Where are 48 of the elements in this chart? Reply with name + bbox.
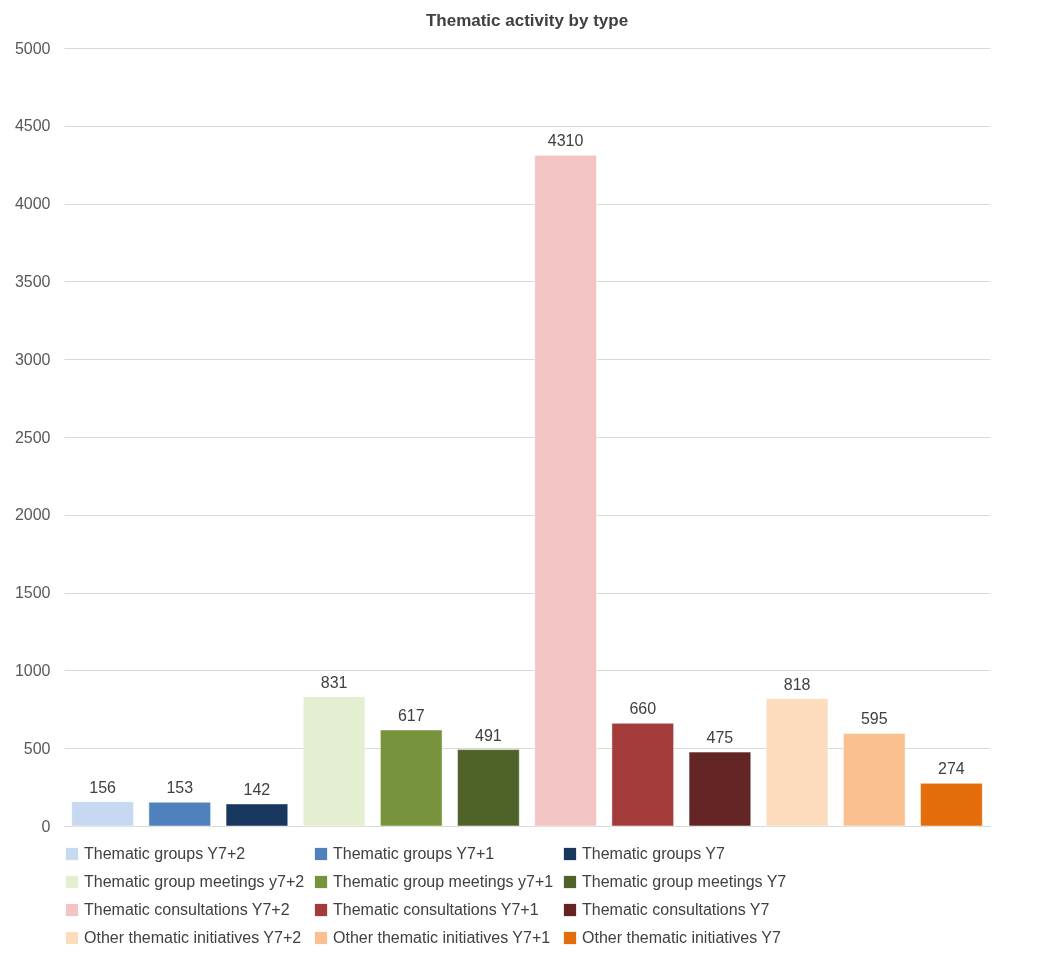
bar <box>688 751 752 827</box>
data-label: 475 <box>706 729 734 747</box>
y-tick-label: 3000 <box>14 350 51 368</box>
data-label: 660 <box>629 700 657 718</box>
data-label: 274 <box>938 760 965 778</box>
bar <box>302 696 366 827</box>
legend-label: Thematic groups Y7+1 <box>333 845 495 862</box>
data-label: 142 <box>243 780 271 798</box>
bar <box>765 698 829 827</box>
y-tick-label: 1500 <box>14 584 51 602</box>
y-tick-label: 2000 <box>14 506 51 524</box>
legend-label: Thematic consultations Y7 <box>582 901 770 918</box>
data-label: 156 <box>89 778 117 796</box>
data-label: 818 <box>783 675 811 693</box>
y-tick-label: 4500 <box>14 117 51 135</box>
bar <box>920 782 983 827</box>
legend-label: Other thematic initiatives Y7+2 <box>84 929 302 946</box>
y-tick-label: 2500 <box>14 428 51 446</box>
legend-label: Other thematic initiatives Y7+1 <box>333 929 551 946</box>
legend-label: Thematic groups Y7 <box>582 845 725 862</box>
data-label: 595 <box>860 710 888 728</box>
bar <box>842 732 906 827</box>
bar <box>148 801 212 827</box>
legend-label: Other thematic initiatives Y7 <box>582 929 782 946</box>
legend-label: Thematic consultations Y7+2 <box>84 901 290 918</box>
legend-label: Thematic group meetings y7+2 <box>84 873 305 890</box>
y-tick-label: 3500 <box>14 272 51 290</box>
bar <box>611 722 675 827</box>
y-tick-label: 1000 <box>14 661 51 679</box>
bar <box>225 803 289 827</box>
legend-label: Thematic group meetings Y7 <box>582 873 787 890</box>
y-tick-label: 4000 <box>14 195 51 213</box>
y-tick-label: 0 <box>41 817 51 835</box>
legend-label: Thematic group meetings y7+1 <box>333 873 554 890</box>
chart-title: Thematic activity by type <box>425 11 629 30</box>
y-tick-label: 500 <box>23 739 51 757</box>
y-tick-label: 5000 <box>14 39 51 57</box>
data-label: 617 <box>397 706 425 724</box>
data-label: 4310 <box>547 132 584 150</box>
bar <box>457 749 520 827</box>
data-label: 491 <box>475 726 502 744</box>
bar <box>534 154 597 827</box>
bar <box>71 801 134 827</box>
data-label: 831 <box>320 673 348 691</box>
legend-label: Thematic consultations Y7+1 <box>333 901 539 918</box>
data-label: 153 <box>166 779 194 797</box>
bar <box>379 729 443 827</box>
legend-label: Thematic groups Y7+2 <box>84 845 246 862</box>
